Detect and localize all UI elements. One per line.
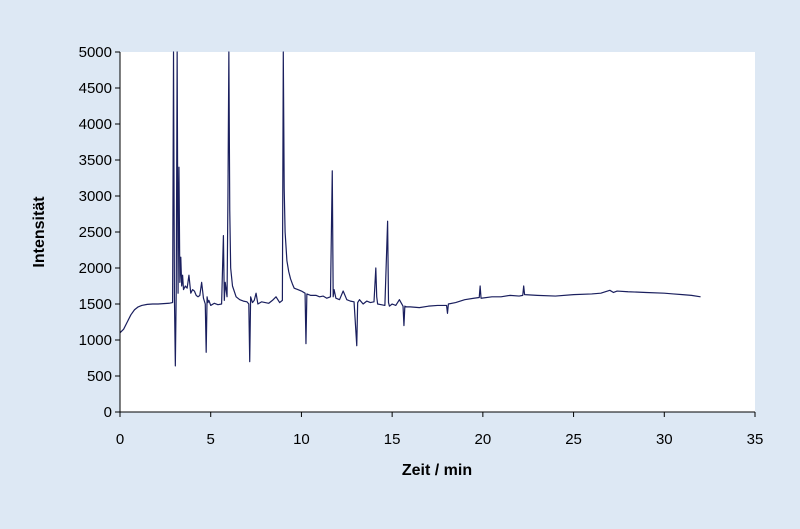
x-tick-label: 10: [293, 431, 310, 448]
y-tick-label: 3000: [79, 188, 112, 205]
x-tick-label: 25: [565, 431, 582, 448]
y-tick-label: 2500: [79, 224, 112, 241]
y-tick-label: 4500: [79, 80, 112, 97]
x-tick-label: 35: [747, 431, 764, 448]
y-axis: 0 500 1000 1500 2000 2500 3000 3500 4000 4500 5000: [79, 44, 120, 421]
y-tick-label: 1500: [79, 296, 112, 313]
x-tick-label: 15: [384, 431, 401, 448]
x-tick-label: 20: [475, 431, 492, 448]
x-tick-label: 0: [116, 431, 124, 448]
plot-area: [120, 52, 755, 412]
y-tick-label: 0: [104, 404, 112, 421]
x-axis: 0 5 10 15 20 25 30 35: [116, 412, 764, 448]
y-tick-label: 1000: [79, 332, 112, 349]
y-tick-label: 500: [87, 368, 112, 385]
x-axis-title: Zeit / min: [402, 462, 472, 479]
y-axis-title: Intensität: [31, 196, 48, 268]
y-tick-label: 5000: [79, 44, 112, 61]
x-tick-label: 30: [656, 431, 673, 448]
x-tick-label: 5: [207, 431, 215, 448]
y-tick-label: 3500: [79, 152, 112, 169]
y-tick-label: 4000: [79, 116, 112, 133]
chromatogram-line: [119, 51, 701, 367]
y-tick-label: 2000: [79, 260, 112, 277]
